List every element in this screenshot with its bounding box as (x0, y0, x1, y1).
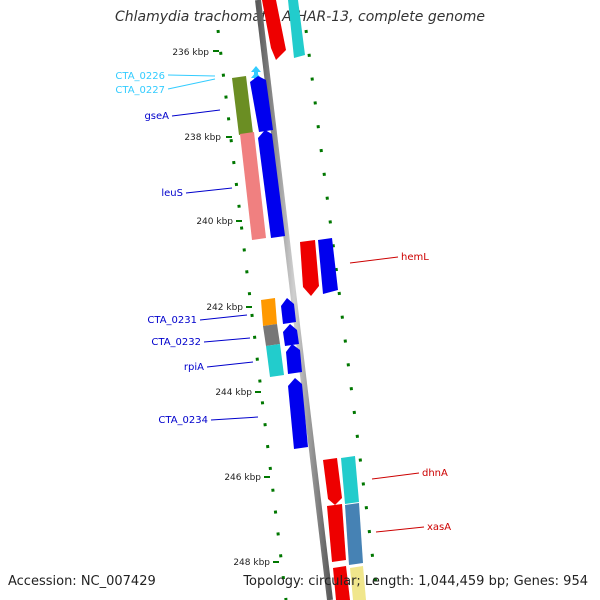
gene-label-cta-0226[interactable]: CTA_0226 (115, 71, 165, 82)
gene-leus-feature (240, 130, 285, 240)
gene-cta-0226-feature (251, 66, 261, 82)
kbp-label-248: 248 kbp (233, 558, 270, 568)
gene-cta-0231-feature (261, 298, 296, 326)
gene-labels: CTA_0226 CTA_0227 gseA leuS hemL CTA_023… (115, 71, 451, 533)
kbp-label-244: 244 kbp (215, 388, 252, 398)
gene-label-leus[interactable]: leuS (161, 188, 183, 199)
top-partial-features (262, 0, 305, 60)
gene-label-xasa[interactable]: xasA (427, 522, 451, 533)
gene-cta-0232-feature (263, 324, 299, 346)
kbp-label-240: 240 kbp (196, 217, 233, 227)
gene-label-cta-0231[interactable]: CTA_0231 (147, 315, 197, 326)
gene-dhna-feature (323, 456, 359, 505)
kbp-label-242: 242 kbp (206, 303, 243, 313)
gene-label-dhna[interactable]: dhnA (422, 468, 448, 479)
kbp-scale: 236 kbp 238 kbp 240 kbp 242 kbp 244 kbp … (172, 48, 279, 568)
gene-label-cta-0227[interactable]: CTA_0227 (115, 85, 165, 96)
gene-xasa-feature (327, 503, 363, 565)
genome-backbone (255, 0, 333, 600)
gene-heml-feature (300, 238, 338, 296)
gene-label-cta-0232[interactable]: CTA_0232 (151, 337, 201, 348)
bottom-partial-features (333, 566, 366, 600)
accession-label: Accession: NC_007429 (8, 574, 156, 589)
gene-label-gsea[interactable]: gseA (144, 111, 169, 122)
gene-label-rpia[interactable]: rpiA (184, 362, 204, 373)
gene-gsea-feature (232, 76, 273, 135)
gene-rpia-feature (266, 344, 302, 377)
gc-skew-track-inner (216, 29, 288, 600)
kbp-label-246: 246 kbp (224, 473, 261, 483)
kbp-label-236: 236 kbp (172, 48, 209, 58)
gene-cta-0234-feature (288, 378, 308, 449)
gene-label-heml[interactable]: hemL (401, 252, 429, 263)
gene-label-cta-0234[interactable]: CTA_0234 (158, 415, 208, 426)
kbp-label-238: 238 kbp (184, 133, 221, 143)
topology-label: Topology: circular; Length: 1,044,459 bp… (243, 574, 588, 589)
